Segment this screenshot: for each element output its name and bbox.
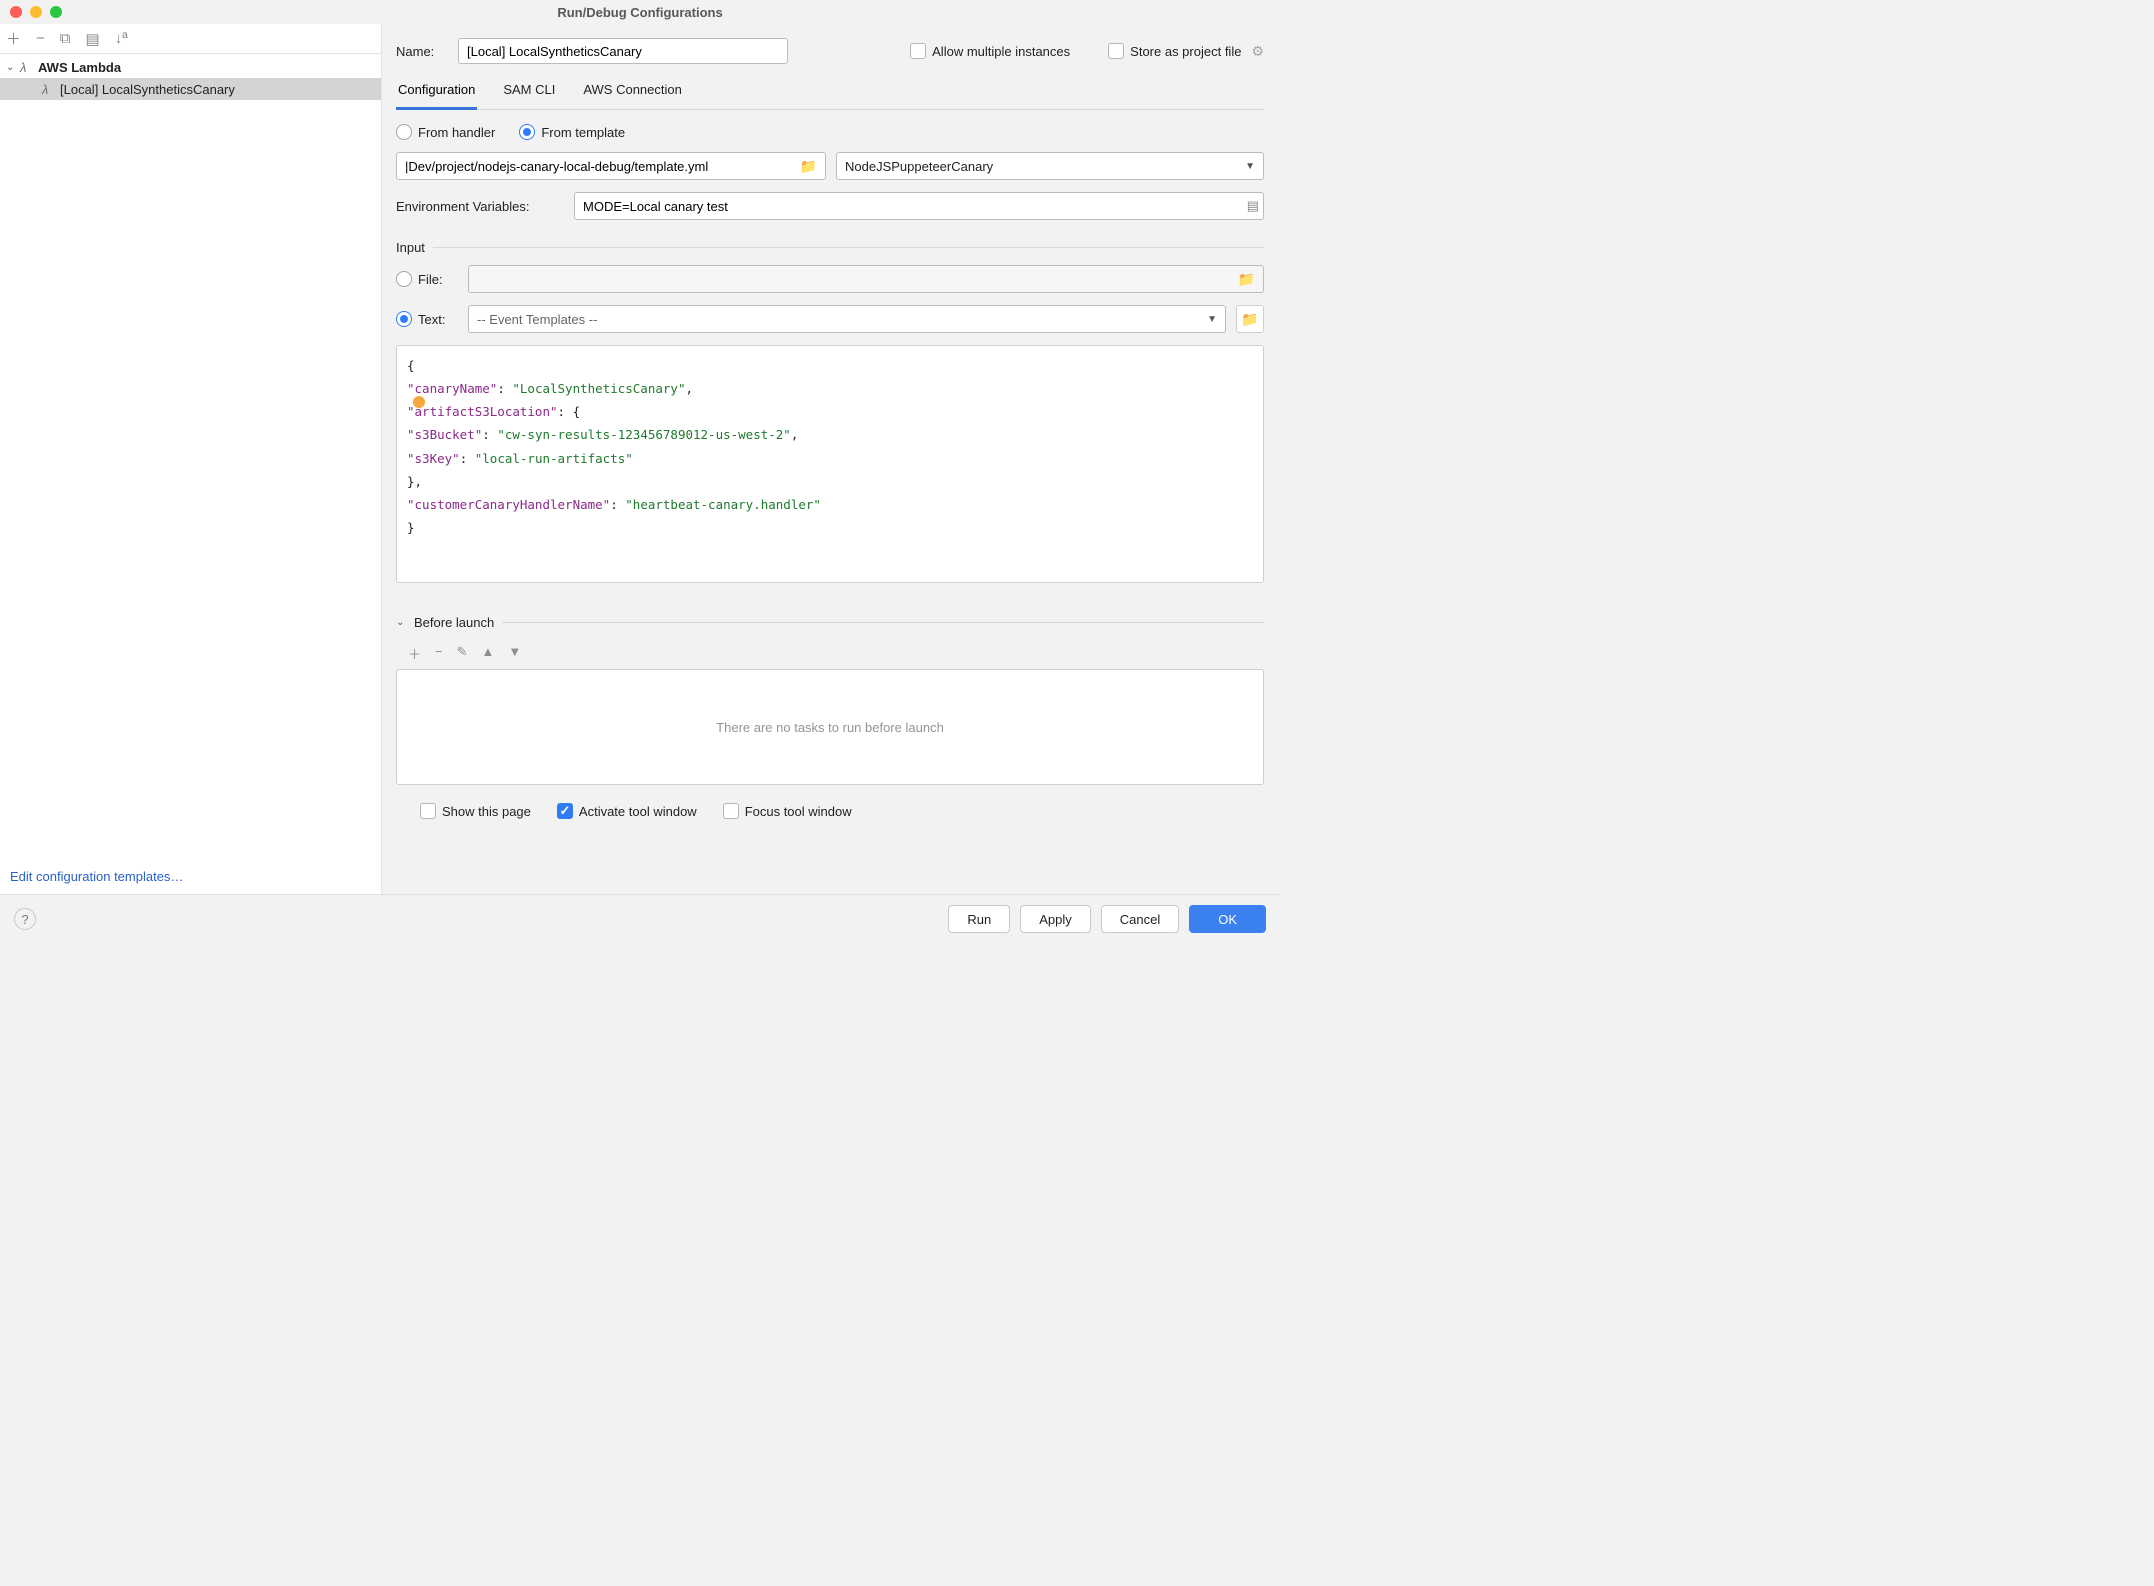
- checkbox-label: Store as project file: [1130, 44, 1241, 59]
- env-vars-input[interactable]: ▤: [574, 192, 1264, 220]
- folder-icon: 📁: [1241, 311, 1258, 328]
- input-section-label: Input: [396, 240, 425, 255]
- radio-icon: [396, 311, 412, 327]
- env-vars-field[interactable]: [583, 199, 1247, 214]
- checkbox-icon: [910, 43, 926, 59]
- tree-node-label: AWS Lambda: [38, 60, 121, 75]
- activate-tool-checkbox[interactable]: ✓ Activate tool window: [557, 803, 697, 819]
- checkbox-label: Focus tool window: [745, 804, 852, 819]
- radio-label: From template: [541, 125, 625, 140]
- add-task-icon[interactable]: ＋: [408, 644, 421, 663]
- checkbox-label: Allow multiple instances: [932, 44, 1070, 59]
- cancel-button[interactable]: Cancel: [1101, 905, 1179, 933]
- chevron-down-icon: ▼: [1245, 161, 1255, 172]
- from-handler-radio[interactable]: From handler: [396, 124, 495, 140]
- store-as-file-checkbox[interactable]: Store as project file: [1108, 43, 1241, 59]
- folder-icon: 📁: [1234, 271, 1259, 288]
- radio-icon: [396, 124, 412, 140]
- sort-config-icon[interactable]: ↓ª: [115, 30, 128, 47]
- browse-template-button[interactable]: 📁: [1236, 305, 1264, 333]
- copy-config-icon[interactable]: ⧉: [60, 30, 71, 47]
- template-path-input[interactable]: 📁: [396, 152, 826, 180]
- radio-label: File:: [418, 272, 443, 287]
- tab-aws-connection[interactable]: AWS Connection: [581, 76, 684, 109]
- radio-icon: [519, 124, 535, 140]
- before-launch-list: There are no tasks to run before launch: [396, 669, 1264, 785]
- show-page-checkbox[interactable]: Show this page: [420, 803, 531, 819]
- lambda-icon: λ: [42, 82, 56, 97]
- content-panel: Name: Allow multiple instances Store as …: [382, 24, 1280, 894]
- checkbox-icon: [1108, 43, 1124, 59]
- event-templates-select[interactable]: -- Event Templates -- ▼: [468, 305, 1226, 333]
- radio-label: From handler: [418, 125, 495, 140]
- input-file-radio[interactable]: File:: [396, 271, 458, 287]
- folder-icon[interactable]: 📁: [796, 158, 821, 175]
- before-launch-label: Before launch: [414, 615, 494, 630]
- focus-tool-checkbox[interactable]: Focus tool window: [723, 803, 852, 819]
- gear-icon[interactable]: ⚙: [1251, 43, 1264, 60]
- function-select-value: NodeJSPuppeteerCanary: [845, 159, 993, 174]
- name-label: Name:: [396, 44, 448, 59]
- cursor-indicator: [413, 396, 425, 408]
- help-button[interactable]: ?: [14, 908, 36, 930]
- checkbox-icon: [420, 803, 436, 819]
- list-icon[interactable]: ▤: [1247, 198, 1259, 214]
- lambda-icon: λ: [20, 60, 34, 75]
- chevron-down-icon: ⌄: [6, 62, 16, 73]
- function-select[interactable]: NodeJSPuppeteerCanary ▼: [836, 152, 1264, 180]
- chevron-down-icon[interactable]: ⌄: [396, 617, 406, 628]
- radio-icon: [396, 271, 412, 287]
- config-tabs: Configuration SAM CLI AWS Connection: [396, 76, 1264, 110]
- window-close-button[interactable]: [10, 6, 22, 18]
- radio-label: Text:: [418, 312, 445, 327]
- env-vars-label: Environment Variables:: [396, 199, 564, 214]
- checkbox-label: Show this page: [442, 804, 531, 819]
- config-tree: ⌄ λ AWS Lambda λ [Local] LocalSynthetics…: [0, 54, 381, 859]
- chevron-down-icon: ▼: [1207, 314, 1217, 325]
- checkbox-label: Activate tool window: [579, 804, 697, 819]
- add-config-icon[interactable]: ＋: [6, 28, 21, 49]
- json-input-editor[interactable]: { "canaryName": "LocalSyntheticsCanary",…: [396, 345, 1264, 583]
- titlebar: Run/Debug Configurations: [0, 0, 1280, 24]
- name-input[interactable]: [458, 38, 788, 64]
- apply-button[interactable]: Apply: [1020, 905, 1091, 933]
- checkbox-icon: [723, 803, 739, 819]
- before-launch-empty: There are no tasks to run before launch: [716, 720, 944, 735]
- sidebar-toolbar: ＋ − ⧉ ▤ ↓ª: [0, 24, 381, 54]
- edit-templates-link[interactable]: Edit configuration templates…: [10, 869, 183, 884]
- tab-sam-cli[interactable]: SAM CLI: [501, 76, 557, 109]
- input-text-radio[interactable]: Text:: [396, 311, 458, 327]
- sidebar: ＋ − ⧉ ▤ ↓ª ⌄ λ AWS Lambda λ [Local] Loca…: [0, 24, 382, 894]
- ok-button[interactable]: OK: [1189, 905, 1266, 933]
- window-title: Run/Debug Configurations: [557, 5, 722, 20]
- before-launch-toolbar: ＋ − ✎ ▲ ▼: [396, 640, 1264, 669]
- remove-config-icon[interactable]: −: [36, 30, 45, 47]
- template-path-field[interactable]: [405, 159, 796, 174]
- window-minimize-button[interactable]: [30, 6, 42, 18]
- tree-node-config[interactable]: λ [Local] LocalSyntheticsCanary: [0, 78, 381, 100]
- save-config-icon[interactable]: ▤: [86, 30, 100, 48]
- remove-task-icon[interactable]: −: [435, 644, 443, 663]
- tree-node-label: [Local] LocalSyntheticsCanary: [60, 82, 235, 97]
- event-templates-value: -- Event Templates --: [477, 312, 597, 327]
- edit-task-icon[interactable]: ✎: [457, 644, 468, 663]
- window-maximize-button[interactable]: [50, 6, 62, 18]
- run-button[interactable]: Run: [948, 905, 1010, 933]
- dialog-button-bar: ? Run Apply Cancel OK: [0, 894, 1280, 943]
- move-down-icon[interactable]: ▼: [508, 644, 521, 663]
- from-template-radio[interactable]: From template: [519, 124, 625, 140]
- allow-multiple-checkbox[interactable]: Allow multiple instances: [910, 43, 1070, 59]
- move-up-icon[interactable]: ▲: [482, 644, 495, 663]
- input-file-field: [477, 272, 1234, 287]
- checkbox-icon: ✓: [557, 803, 573, 819]
- input-file-path: 📁: [468, 265, 1264, 293]
- tab-configuration[interactable]: Configuration: [396, 76, 477, 110]
- tree-node-aws-lambda[interactable]: ⌄ λ AWS Lambda: [0, 56, 381, 78]
